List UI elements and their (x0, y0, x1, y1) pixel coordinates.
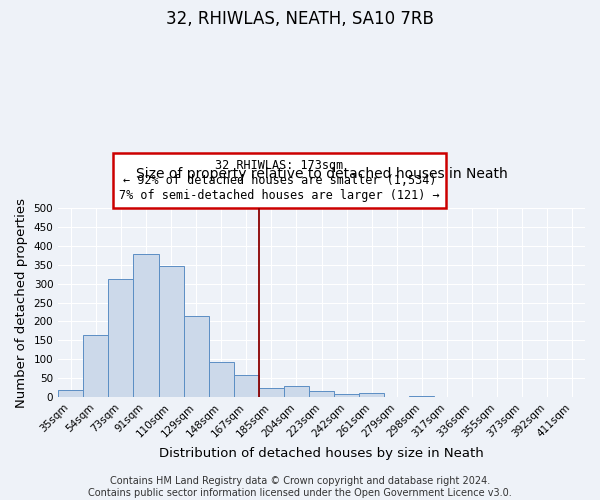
Bar (409, 396, 434, 397)
Bar (58, 390, 83, 397)
Bar (309, 392, 334, 397)
Title: Size of property relative to detached houses in Neath: Size of property relative to detached ho… (136, 166, 508, 180)
Bar (359, 393, 385, 397)
Bar (184, 316, 209, 397)
Bar (259, 388, 284, 397)
Bar (109, 278, 133, 397)
Bar (234, 376, 259, 397)
Text: 32, RHIWLAS, NEATH, SA10 7RB: 32, RHIWLAS, NEATH, SA10 7RB (166, 10, 434, 28)
Bar (334, 394, 359, 397)
Text: 32 RHIWLAS: 173sqm
← 92% of detached houses are smaller (1,534)
7% of semi-detac: 32 RHIWLAS: 173sqm ← 92% of detached hou… (119, 159, 440, 202)
Y-axis label: Number of detached properties: Number of detached properties (15, 198, 28, 408)
Bar (158, 266, 184, 397)
X-axis label: Distribution of detached houses by size in Neath: Distribution of detached houses by size … (159, 447, 484, 460)
Text: Contains HM Land Registry data © Crown copyright and database right 2024.
Contai: Contains HM Land Registry data © Crown c… (88, 476, 512, 498)
Bar (284, 386, 309, 397)
Bar (133, 254, 158, 397)
Bar (209, 362, 234, 397)
Bar (83, 334, 109, 397)
